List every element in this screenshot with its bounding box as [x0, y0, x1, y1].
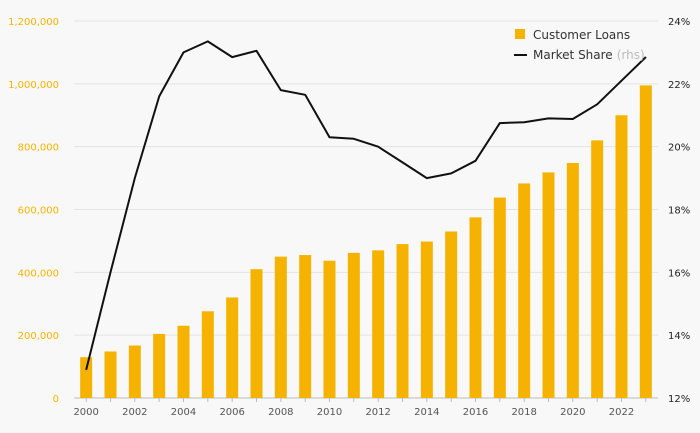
- bar-2022: [615, 115, 628, 398]
- left-axis-tick-label: 0: [53, 394, 59, 405]
- market-share-point-2020: [572, 118, 574, 120]
- bar-2015: [445, 231, 458, 398]
- bar-2001: [104, 351, 117, 398]
- bar-2005: [201, 311, 214, 398]
- legend-rhs-note: (rhs): [617, 48, 645, 62]
- x-axis-tick-label: 2010: [317, 407, 342, 418]
- x-axis-tick-label: 2022: [609, 407, 634, 418]
- left-axis-tick-label: 200,000: [18, 331, 59, 342]
- market-share-line: [85, 40, 647, 370]
- market-share-point-2023: [645, 56, 647, 58]
- market-share-point-2008: [280, 89, 282, 91]
- market-share-point-2007: [256, 50, 257, 52]
- left-axis-tick-label: 600,000: [18, 206, 59, 217]
- bar-2020: [566, 163, 579, 398]
- bar-2011: [347, 252, 360, 398]
- market-share-point-2016: [475, 160, 476, 162]
- right-axis-tick-label: 22%: [668, 80, 690, 91]
- x-axis-tick-label: 2016: [463, 407, 488, 418]
- right-axis-tick-label: 12%: [668, 394, 690, 405]
- x-axis-tick-label: 2014: [414, 407, 439, 418]
- legend-label-customer-loans: Customer Loans: [533, 28, 630, 42]
- bar-2023: [639, 85, 652, 398]
- market-share-point-2022: [621, 80, 622, 82]
- market-share-point-2000: [85, 369, 87, 371]
- loan-bars: [80, 85, 652, 398]
- market-share-point-2011: [353, 138, 355, 140]
- left-axis-tick-label: 800,000: [18, 143, 59, 154]
- left-axis-tick-label: 1,000,000: [8, 80, 59, 91]
- bar-2013: [396, 244, 409, 398]
- x-axis-tick-label: 2008: [268, 407, 293, 418]
- bar-2000: [80, 357, 93, 398]
- bar-2017: [493, 197, 506, 398]
- bar-2010: [323, 260, 336, 398]
- x-axis-tick-label: 2000: [73, 407, 98, 418]
- left-axis-tick-label: 400,000: [18, 268, 59, 279]
- market-share-point-2014: [426, 177, 428, 179]
- gridlines: [74, 20, 658, 399]
- x-axis-tick-label: 2018: [511, 407, 536, 418]
- market-share-point-2003: [158, 95, 160, 97]
- x-axis-tick-label: 2002: [122, 407, 147, 418]
- market-share-point-2019: [548, 117, 549, 119]
- bar-2004: [177, 325, 190, 398]
- x-axis-tick-label: 2020: [560, 407, 585, 418]
- right-axis-tick-label: 24%: [668, 17, 690, 28]
- left-axis-tick-label: 1,200,000: [8, 17, 59, 28]
- market-share-point-2021: [596, 103, 598, 105]
- x-axis-tick-label: 2006: [219, 407, 244, 418]
- market-share-point-2018: [523, 121, 525, 123]
- x-axis-tick-label: 2004: [171, 407, 196, 418]
- market-share-point-2005: [207, 40, 209, 42]
- market-share-line-group: [85, 40, 647, 371]
- market-share-point-2017: [499, 122, 501, 124]
- bar-2012: [372, 250, 385, 398]
- market-share-point-2002: [134, 177, 136, 179]
- bar-2018: [518, 183, 531, 398]
- bar-2008: [274, 256, 287, 398]
- market-share-point-2006: [231, 56, 233, 58]
- market-share-point-2010: [329, 136, 330, 138]
- right-axis-tick-label: 20%: [668, 143, 690, 154]
- market-share-point-2015: [450, 172, 452, 174]
- left-axis: 0 200,000 400,000 600,000 800,000 1,000,000 1,…: [8, 17, 59, 405]
- bar-2014: [420, 241, 433, 398]
- bar-2009: [299, 255, 312, 398]
- right-axis-tick-label: 18%: [668, 206, 690, 217]
- market-share-point-2009: [304, 94, 306, 96]
- right-axis-tick-label: 14%: [668, 331, 690, 342]
- bar-2019: [542, 172, 555, 398]
- bar-2016: [469, 217, 482, 398]
- x-axis-tick-label: 2012: [365, 407, 390, 418]
- market-share-point-2013: [402, 161, 403, 163]
- market-share-point-2004: [183, 51, 184, 53]
- legend-label-market-share: Market Share (rhs): [533, 48, 645, 62]
- legend: Customer Loans Market Share (rhs): [514, 28, 645, 62]
- right-axis-tick-label: 16%: [668, 268, 690, 279]
- legend-market-share-name: Market Share: [533, 48, 613, 62]
- x-axis: 2000 2002 2004 2006 2008 2010 2012 2014 2016 2018…: [73, 398, 647, 418]
- market-share-point-2012: [377, 146, 379, 148]
- bar-2021: [591, 140, 604, 398]
- bar-2006: [226, 297, 239, 398]
- legend-swatch-customer-loans: [515, 29, 525, 39]
- market-share-point-2001: [110, 271, 111, 273]
- right-axis: 12% 14% 16% 18% 20% 22% 24%: [668, 17, 690, 405]
- bar-2002: [128, 345, 141, 398]
- bar-2007: [250, 269, 263, 398]
- bar-2003: [153, 333, 166, 398]
